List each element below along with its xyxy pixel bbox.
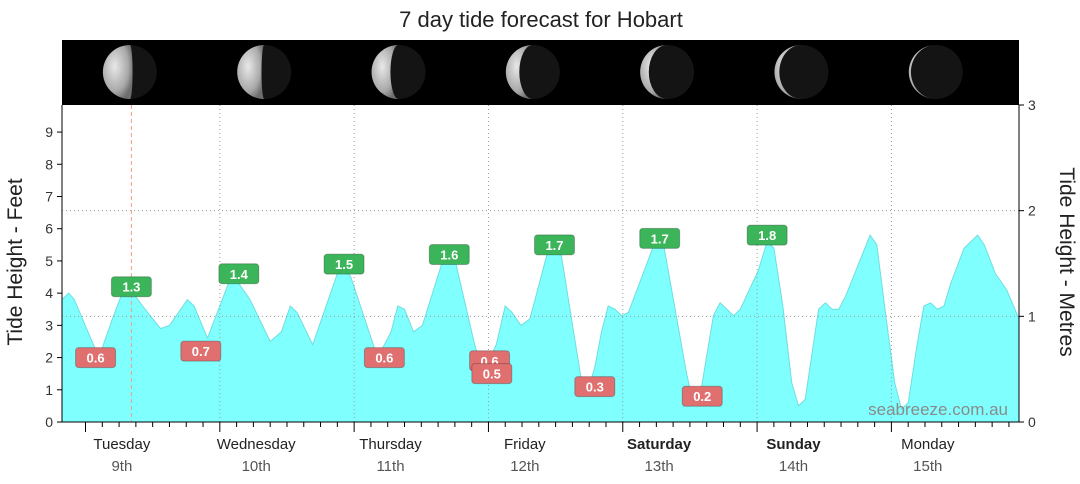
date-label: 11th	[376, 458, 404, 475]
date-label: 10th	[242, 458, 271, 475]
date-label: 13th	[645, 458, 674, 475]
y-tick-label-right: 0	[1028, 414, 1036, 430]
y-tick-label-right: 1	[1028, 308, 1036, 324]
moon-icon	[505, 45, 560, 99]
y-tick-label-left: 4	[45, 285, 53, 301]
day-label: Monday	[901, 436, 955, 453]
badge-box	[746, 224, 788, 246]
day-label: Wednesday	[217, 436, 296, 453]
moon-icon	[237, 45, 292, 99]
badge-box	[323, 253, 365, 275]
high-tide-badge: 1.6	[428, 243, 470, 265]
tide-area	[61, 234, 1020, 423]
badge-value: 0.5	[483, 367, 501, 382]
badge-value: 0.7	[192, 344, 210, 359]
moon-icon	[908, 45, 963, 99]
badge-box	[180, 340, 222, 362]
badge-box	[681, 385, 723, 407]
date-label: 14th	[779, 458, 808, 475]
y-tick-label-left: 2	[45, 350, 53, 366]
moon-lit-portion	[640, 45, 668, 99]
low-tide-badge: 0.6	[363, 347, 405, 369]
high-tide-badge: 1.4	[218, 263, 260, 285]
high-tide-badge: 1.8	[746, 224, 788, 246]
badge-value: 0.3	[586, 380, 604, 395]
badge-box	[428, 243, 470, 265]
date-label: 9th	[111, 458, 132, 475]
badge-box	[471, 363, 513, 385]
badge-box	[363, 347, 405, 369]
day-label: Thursday	[359, 436, 422, 453]
high-tide-badge: 1.7	[639, 227, 681, 249]
chart-title: 7 day tide forecast for Hobart	[399, 7, 683, 32]
badge-value: 1.7	[545, 238, 563, 253]
moon-phase-strip	[62, 40, 1019, 105]
low-tide-badge: 0.6	[75, 347, 117, 369]
low-tide-badge: 0.5	[471, 363, 513, 385]
date-label: 15th	[913, 458, 942, 475]
low-tide-badge: 0.2	[681, 385, 723, 407]
watermark: seabreeze.com.au	[868, 400, 1008, 419]
y-tick-label-left: 3	[45, 317, 53, 333]
badge-value: 1.4	[230, 267, 249, 282]
y-tick-label-left: 1	[45, 382, 53, 398]
badge-box	[533, 234, 575, 256]
y-tick-label-right: 3	[1028, 97, 1036, 113]
moon-dark-disc	[640, 45, 695, 99]
day-label: Sunday	[766, 436, 821, 453]
badge-box	[639, 227, 681, 249]
y-tick-label-left: 9	[45, 124, 53, 140]
moon-lit-portion	[102, 45, 133, 99]
high-tide-badge: 1.3	[110, 276, 152, 298]
high-tide-badge: 1.7	[533, 234, 575, 256]
badge-value: 1.6	[440, 247, 458, 262]
low-tide-badge: 0.7	[180, 340, 222, 362]
badge-value: 0.6	[87, 351, 105, 366]
y-tick-label-left: 8	[45, 156, 53, 172]
badge-value: 0.6	[375, 351, 393, 366]
y-tick-label-left: 0	[45, 414, 53, 430]
y-tick-label-left: 6	[45, 221, 53, 237]
badge-box	[218, 263, 260, 285]
moon-dark-disc	[908, 45, 963, 99]
date-label: 12th	[510, 458, 539, 475]
moon-lit-portion	[774, 45, 802, 99]
badge-box	[75, 347, 117, 369]
badge-box	[110, 276, 152, 298]
badge-value: 1.7	[651, 231, 669, 246]
high-tide-badge: 1.5	[323, 253, 365, 275]
moon-lit-portion	[371, 45, 399, 99]
plot-area: 0 1 2 3 4 5 6 7 8 9 0 1 2 3 Tuesday 9th Wednesday 10th Thu…	[45, 97, 1036, 475]
y-axis-left-title: Tide Height - Feet	[4, 178, 27, 345]
day-label: Tuesday	[93, 436, 150, 453]
moon-icon	[640, 45, 695, 99]
moon-icon	[102, 45, 157, 99]
day-label: Saturday	[627, 436, 692, 453]
y-axis-right-title: Tide Height - Metres	[1055, 167, 1078, 356]
moon-lit-portion	[505, 45, 533, 99]
moon-icon	[371, 45, 426, 99]
moon-icon	[774, 45, 829, 99]
low-tide-badge: 0.3	[574, 376, 616, 398]
day-label: Friday	[504, 436, 546, 453]
moon-lit-portion	[237, 45, 265, 99]
y-tick-label-right: 2	[1028, 203, 1036, 219]
moon-dark-disc	[774, 45, 829, 99]
y-tick-label-left: 7	[45, 188, 53, 204]
badge-value: 1.3	[122, 280, 140, 295]
badge-value: 0.2	[693, 389, 711, 404]
badge-value: 1.8	[758, 228, 776, 243]
badge-box	[574, 376, 616, 398]
y-tick-label-left: 5	[45, 253, 53, 269]
badge-value: 1.5	[335, 257, 353, 272]
